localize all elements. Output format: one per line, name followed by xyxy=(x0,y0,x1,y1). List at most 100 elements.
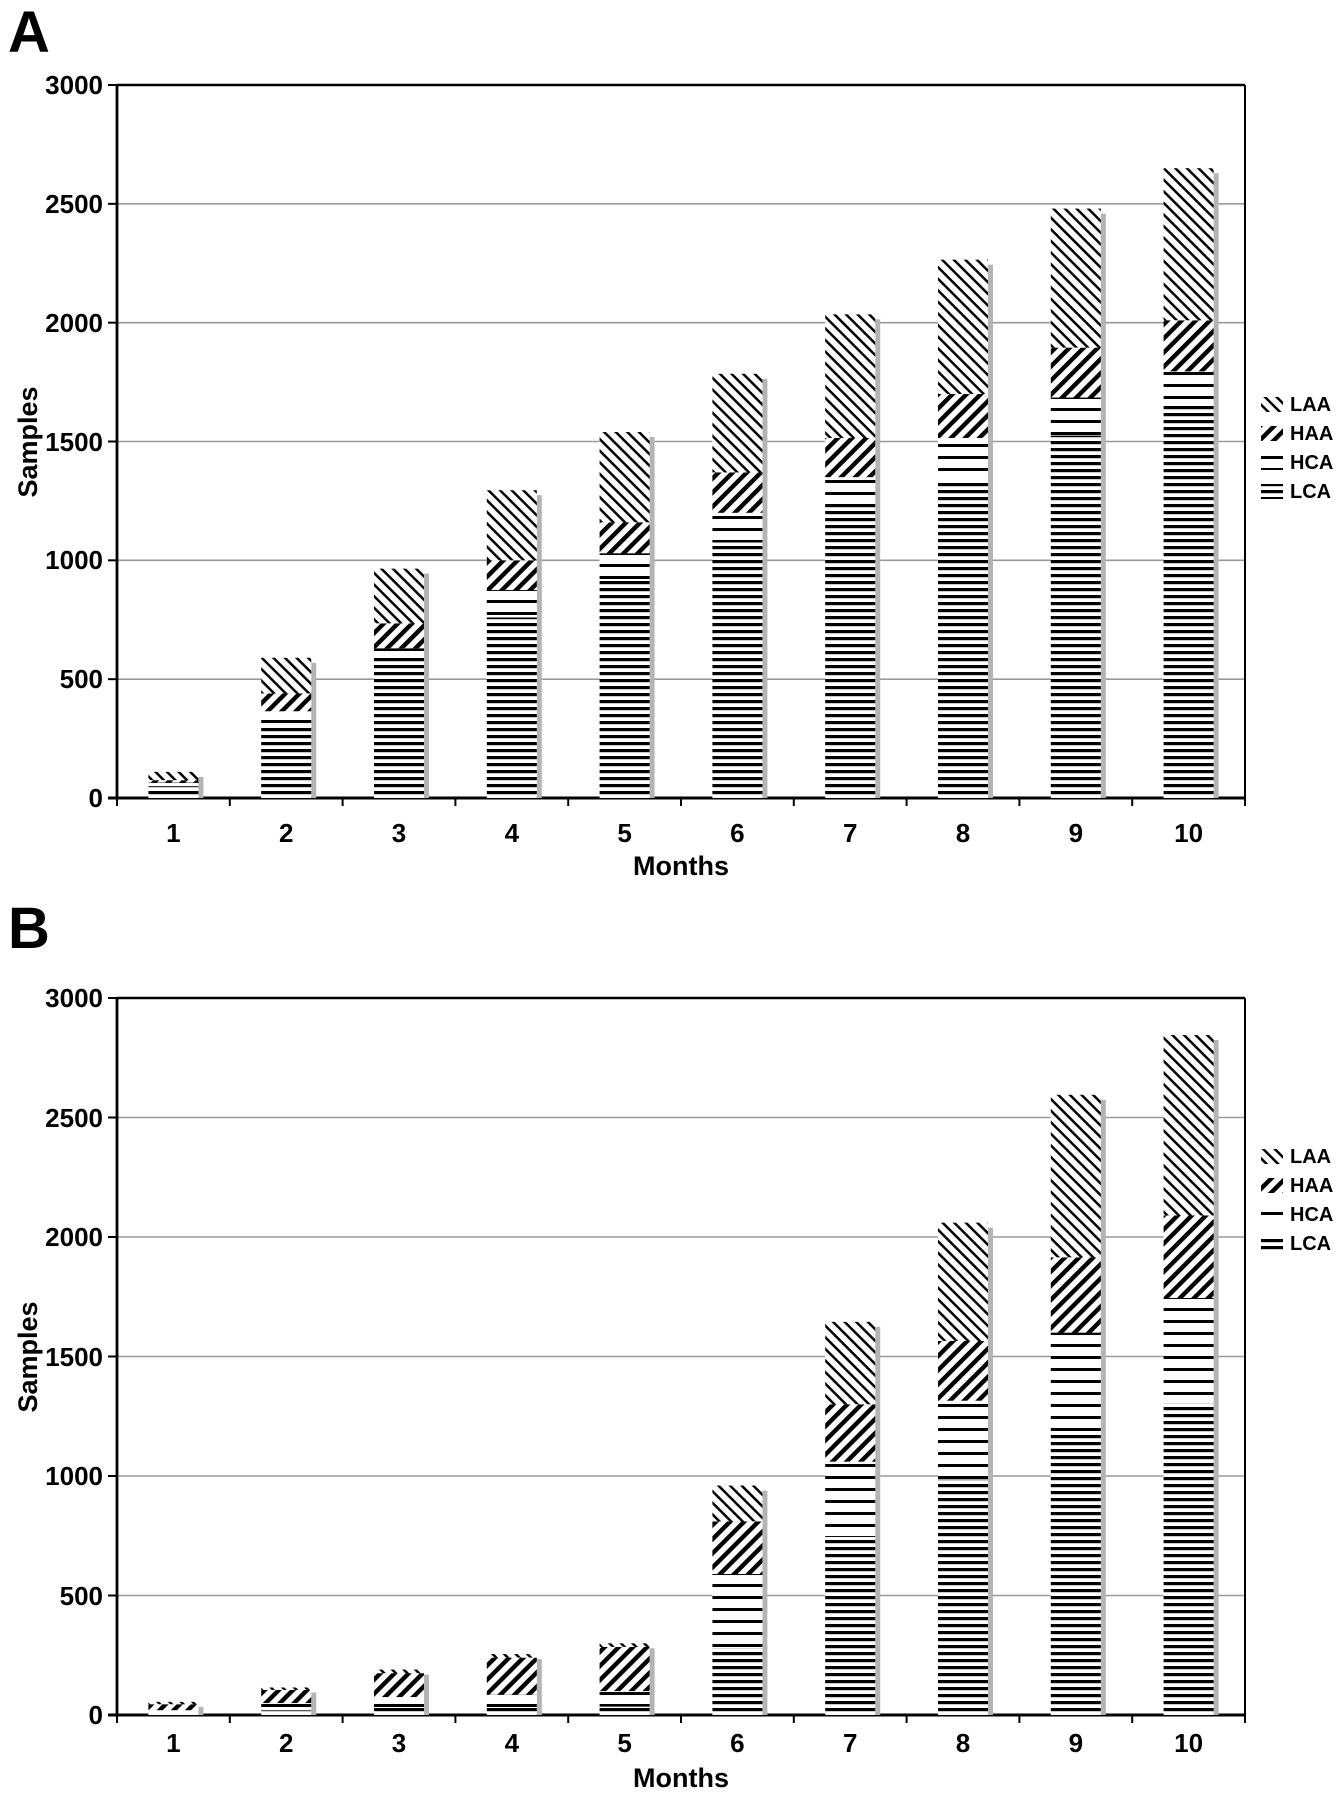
bar-segment-A-month1-HAA xyxy=(148,780,199,783)
bar-segment-B-month5-LCA xyxy=(599,1706,650,1715)
y-tick-label-A-3000: 3000 xyxy=(45,70,103,100)
legend-swatch-hca-icon xyxy=(1261,1207,1283,1222)
bar-segment-A-month2-LAA xyxy=(261,657,312,694)
bar-segment-A-month6-HCA xyxy=(712,512,763,543)
bar-segment-B-month6-HAA xyxy=(712,1521,763,1574)
legend-swatch-hca-icon xyxy=(1261,455,1283,470)
bar-shadow xyxy=(762,1490,768,1715)
bar-segment-B-month6-HCA xyxy=(712,1573,763,1649)
x-tick-label-A-1: 1 xyxy=(166,818,181,848)
bar-segment-B-month2-LAA xyxy=(261,1687,312,1690)
bar-segment-A-month5-HAA xyxy=(599,522,650,554)
y-tick-label-A-1500: 1500 xyxy=(45,426,103,457)
plot-area-B xyxy=(108,996,1246,1723)
bar-segment-A-month10-HCA xyxy=(1163,371,1214,405)
y-tick-label-B-2500: 2500 xyxy=(45,1102,103,1133)
x-tick-label-A-3: 3 xyxy=(391,818,407,848)
y-tick-label-B-0: 0 xyxy=(88,1700,103,1730)
bar-segment-A-month2-LCA xyxy=(261,724,312,798)
x-tick-label-A-5: 5 xyxy=(617,818,632,848)
legend-swatch-laa-icon xyxy=(1261,397,1283,412)
bar-segment-B-month1-HAA xyxy=(148,1704,199,1711)
bar-segment-A-month10-LAA xyxy=(1163,168,1214,321)
bar-segment-A-month10-LCA xyxy=(1163,404,1214,798)
bar-shadow xyxy=(198,1706,204,1715)
legend-label-hca: HCA xyxy=(1290,1204,1334,1226)
bar-segment-A-month7-HCA xyxy=(825,477,876,503)
legend-label-laa: LAA xyxy=(1290,394,1332,416)
bar-segment-A-month2-HAA xyxy=(261,693,312,712)
bar-segment-A-month3-LCA xyxy=(374,657,424,798)
bar-segment-B-month8-HCA xyxy=(938,1400,988,1480)
bar-segment-A-month7-HAA xyxy=(825,437,876,478)
x-axis-title-panel-b: Months xyxy=(633,1763,729,1793)
bar-segment-A-month5-LAA xyxy=(599,431,650,523)
x-tick-label-A-9: 9 xyxy=(1068,818,1084,848)
x-tick-label-B-10: 10 xyxy=(1174,1728,1204,1758)
bar-segment-B-month10-HCA xyxy=(1163,1297,1214,1404)
bar-shadow xyxy=(762,378,768,798)
bar-segment-A-month2-HCA xyxy=(261,711,312,725)
x-tick-label-A-8: 8 xyxy=(955,818,971,848)
bar-segment-B-month10-LAA xyxy=(1163,1035,1214,1216)
legend-swatch-lca-icon xyxy=(1261,1236,1283,1251)
bar-segment-B-month4-LCA xyxy=(486,1707,537,1715)
y-tick-label-A-500: 500 xyxy=(59,664,103,695)
bar-segment-B-month4-LAA xyxy=(486,1654,537,1658)
bar-segment-A-month9-HAA xyxy=(1050,347,1101,398)
legend-swatch-lca-icon xyxy=(1261,484,1283,499)
bar-segment-A-month4-LAA xyxy=(486,490,537,561)
bar-segment-B-month4-HAA xyxy=(486,1657,537,1695)
plot-area-A xyxy=(108,83,1246,806)
bar-shadow xyxy=(1213,1040,1219,1715)
bar-shadow xyxy=(649,436,655,798)
bar-segment-A-month5-LCA xyxy=(599,579,650,798)
bar-segment-A-month1-LCA xyxy=(148,786,199,798)
legend-label-lca: LCA xyxy=(1290,1233,1332,1255)
bar-segment-B-month9-HAA xyxy=(1050,1257,1101,1333)
bar-shadow xyxy=(536,495,542,798)
bar-segment-A-month9-LCA xyxy=(1050,435,1101,798)
x-tick-label-B-4: 4 xyxy=(504,1728,520,1758)
x-tick-label-B-1: 1 xyxy=(166,1728,181,1758)
bar-segment-A-month8-HAA xyxy=(938,393,988,438)
bar-segment-A-month8-LCA xyxy=(938,479,988,798)
bar-segment-B-month5-LAA xyxy=(599,1643,650,1647)
bar-segment-B-month10-LCA xyxy=(1163,1403,1214,1715)
bar-segment-B-month4-HCA xyxy=(486,1694,537,1708)
bar-shadow xyxy=(988,1227,993,1715)
bar-segment-B-month7-HCA xyxy=(825,1461,876,1537)
bar-segment-B-month5-HCA xyxy=(599,1691,650,1707)
bar-segment-B-month8-HAA xyxy=(938,1340,988,1401)
bar-shadow xyxy=(424,573,429,798)
bar-segment-B-month1-HCA xyxy=(148,1710,199,1713)
bar-segment-A-month9-HCA xyxy=(1050,397,1101,436)
bar-segment-A-month6-LCA xyxy=(712,542,763,798)
bar-segment-A-month7-LAA xyxy=(825,314,876,438)
bar-segment-B-month9-LCA xyxy=(1050,1431,1101,1715)
bar-segment-B-month6-LCA xyxy=(712,1648,763,1715)
x-tick-label-A-7: 7 xyxy=(842,818,858,848)
bar-segment-A-month7-LCA xyxy=(825,502,876,798)
bar-segment-B-month3-LAA xyxy=(374,1669,424,1674)
y-tick-label-B-3000: 3000 xyxy=(45,983,103,1013)
bar-segment-A-month8-LAA xyxy=(938,259,988,394)
bar-segment-A-month4-LCA xyxy=(486,617,537,798)
y-tick-label-B-1500: 1500 xyxy=(45,1341,103,1372)
bar-segment-B-month2-HCA xyxy=(261,1703,312,1711)
bar-segment-B-month8-LAA xyxy=(938,1222,988,1341)
bar-segment-B-month7-HAA xyxy=(825,1404,876,1462)
legend-label-lca: LCA xyxy=(1290,481,1332,503)
x-tick-label-A-4: 4 xyxy=(504,818,520,848)
bar-shadow xyxy=(198,776,204,798)
y-tick-label-B-1000: 1000 xyxy=(45,1461,103,1491)
bar-segment-A-month1-HCA xyxy=(148,782,199,787)
legend-label-haa: HAA xyxy=(1290,423,1334,445)
bar-segment-B-month7-LCA xyxy=(825,1536,876,1715)
bar-segment-B-month7-LAA xyxy=(825,1321,876,1405)
bar-shadow xyxy=(536,1659,542,1715)
y-tick-label-A-2000: 2000 xyxy=(45,307,103,338)
x-tick-label-A-2: 2 xyxy=(278,818,294,848)
bar-shadow xyxy=(424,1674,429,1715)
